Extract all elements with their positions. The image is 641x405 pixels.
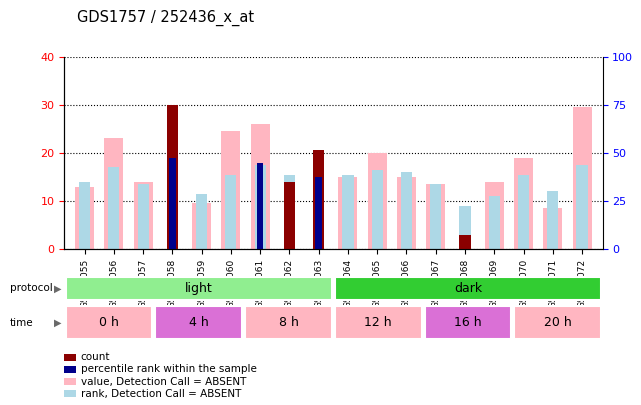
- Bar: [254, 165, 266, 249]
- Bar: [430, 184, 441, 249]
- Text: 20 h: 20 h: [544, 316, 572, 329]
- Bar: [104, 139, 123, 249]
- Bar: [335, 306, 422, 339]
- Text: 12 h: 12 h: [364, 316, 392, 329]
- Bar: [488, 196, 500, 249]
- Bar: [221, 131, 240, 249]
- Bar: [251, 124, 270, 249]
- Text: time: time: [10, 318, 33, 328]
- Bar: [342, 175, 354, 249]
- Bar: [65, 277, 332, 301]
- Bar: [75, 187, 94, 249]
- Bar: [226, 175, 237, 249]
- Bar: [572, 107, 592, 249]
- Text: 16 h: 16 h: [454, 316, 482, 329]
- Text: ▶: ▶: [54, 284, 62, 293]
- Bar: [518, 175, 529, 249]
- Bar: [335, 277, 601, 301]
- Bar: [257, 162, 263, 249]
- Text: ▶: ▶: [54, 318, 62, 328]
- Bar: [485, 182, 504, 249]
- Bar: [372, 170, 383, 249]
- Text: 0 h: 0 h: [99, 316, 119, 329]
- Text: count: count: [81, 352, 110, 362]
- Bar: [544, 208, 562, 249]
- Text: dark: dark: [454, 282, 482, 295]
- Text: GDS1757 / 252436_x_at: GDS1757 / 252436_x_at: [77, 10, 254, 26]
- Bar: [169, 158, 176, 249]
- Text: 8 h: 8 h: [278, 316, 299, 329]
- Text: rank, Detection Call = ABSENT: rank, Detection Call = ABSENT: [81, 389, 241, 399]
- Bar: [460, 234, 470, 249]
- Bar: [155, 306, 242, 339]
- Bar: [401, 172, 412, 249]
- Bar: [196, 194, 207, 249]
- Bar: [65, 306, 153, 339]
- Text: protocol: protocol: [10, 284, 53, 293]
- Bar: [138, 184, 149, 249]
- Bar: [284, 175, 295, 249]
- Bar: [284, 182, 295, 249]
- Bar: [547, 191, 558, 249]
- Text: percentile rank within the sample: percentile rank within the sample: [81, 364, 256, 374]
- Bar: [514, 306, 601, 339]
- Bar: [368, 153, 387, 249]
- Bar: [167, 105, 178, 249]
- Bar: [426, 184, 445, 249]
- Bar: [108, 167, 119, 249]
- Text: value, Detection Call = ABSENT: value, Detection Call = ABSENT: [81, 377, 246, 386]
- Bar: [313, 151, 324, 249]
- Bar: [192, 203, 211, 249]
- Text: light: light: [185, 282, 213, 295]
- Bar: [576, 165, 588, 249]
- Bar: [424, 306, 512, 339]
- Bar: [514, 158, 533, 249]
- Bar: [133, 182, 153, 249]
- Bar: [338, 177, 358, 249]
- Bar: [315, 177, 322, 249]
- Bar: [245, 306, 332, 339]
- Bar: [79, 182, 90, 249]
- Bar: [460, 206, 470, 249]
- Text: 4 h: 4 h: [189, 316, 208, 329]
- Bar: [397, 177, 416, 249]
